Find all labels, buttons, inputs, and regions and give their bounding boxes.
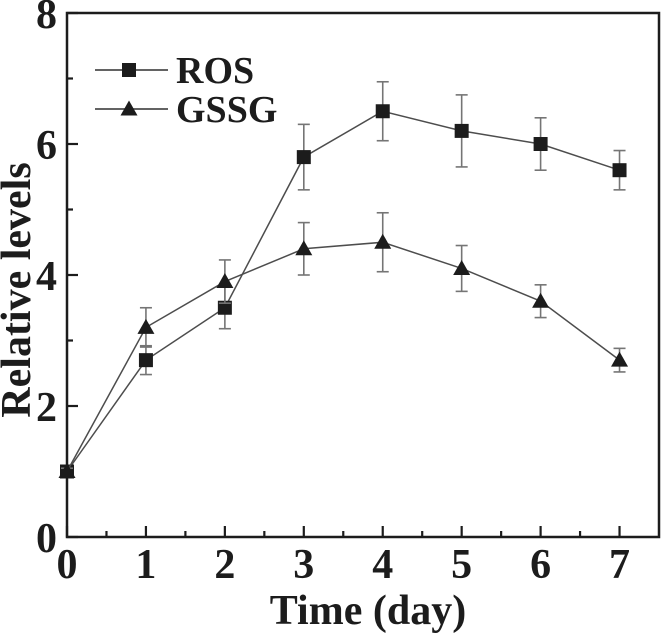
markers-gssg [58, 233, 629, 478]
y-tick-label: 0 [36, 516, 57, 562]
x-tick-label: 3 [293, 542, 314, 588]
legend-label: GSSG [176, 89, 277, 131]
x-tick-label: 4 [372, 542, 393, 588]
triangle-marker [611, 351, 629, 367]
square-marker [375, 104, 390, 119]
series-line-gssg [66, 241, 620, 472]
series-gssg [58, 211, 629, 478]
square-marker [296, 150, 311, 165]
square-marker [533, 137, 548, 151]
y-tick-label: 6 [36, 123, 57, 169]
legend-label: ROS [176, 50, 254, 92]
x-tick-label: 6 [530, 542, 551, 588]
markers-ros [60, 104, 627, 479]
y-tick-labels: 0 2 4 6 8 [36, 0, 57, 562]
triangle-marker [120, 100, 138, 116]
triangle-marker [216, 273, 234, 289]
square-marker [138, 353, 153, 368]
plot-frame [65, 11, 661, 539]
triangle-marker [532, 292, 550, 308]
square-marker [217, 300, 232, 315]
x-tick-label: 0 [57, 542, 78, 588]
legend-entry-gssg: GSSG [95, 89, 277, 131]
x-tick-labels: 0 1 2 3 4 5 6 7 [57, 542, 631, 588]
x-tick-label: 1 [135, 542, 156, 588]
series-line-ros [66, 110, 620, 472]
y-tick-label: 4 [36, 254, 57, 300]
y-tick-label: 2 [36, 385, 57, 431]
legend-entry-ros: ROS [95, 50, 254, 92]
triangle-marker [137, 318, 155, 334]
axis-ticks [65, 11, 621, 539]
square-marker [612, 163, 627, 178]
square-marker [454, 123, 469, 138]
y-axis-title: Relative levels [0, 162, 40, 417]
x-axis-title: Time (day) [270, 588, 466, 634]
y-tick-label: 8 [36, 0, 57, 38]
x-tick-label: 2 [214, 542, 235, 588]
series-ros [60, 80, 627, 479]
triangle-marker [453, 259, 471, 275]
error-bars-gssg [61, 211, 626, 476]
x-tick-label: 5 [451, 542, 472, 588]
square-marker [122, 63, 136, 77]
triangle-marker [374, 233, 392, 249]
x-tick-label: 7 [609, 542, 630, 588]
triangle-marker [295, 240, 313, 256]
